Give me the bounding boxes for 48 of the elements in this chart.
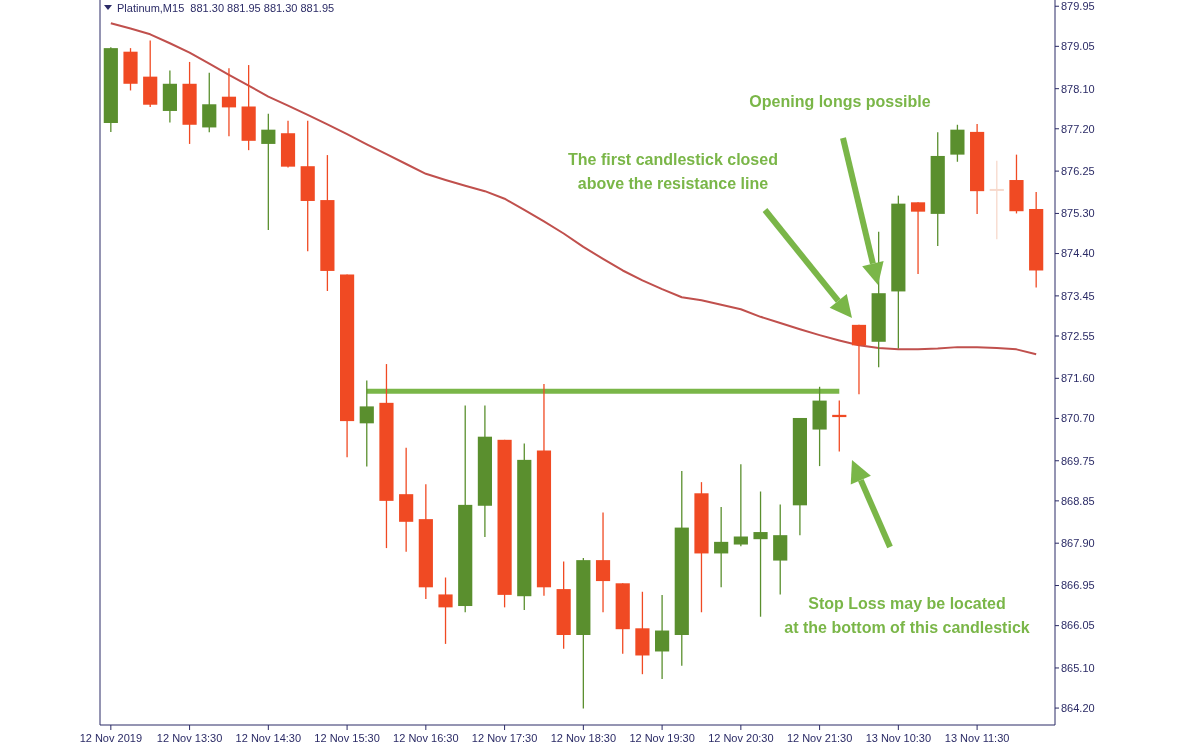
y-tick-label: 875.30 (1061, 207, 1095, 220)
candlestick (261, 112, 276, 231)
candlestick (910, 201, 926, 275)
y-tick-label: 870.70 (1061, 412, 1095, 425)
y-tick-label: 876.25 (1061, 164, 1095, 177)
line-series (109, 22, 1038, 356)
chart-title: Platinum,M15 881.30 881.95 881.30 881.95 (117, 2, 335, 14)
candlestick (714, 506, 729, 588)
candlestick (221, 67, 237, 138)
annotation: The first candlestick closed above the resistance line (568, 151, 778, 192)
y-tick-label: 866.05 (1061, 619, 1095, 632)
candlestick (359, 379, 374, 468)
y-tick-label: 865.10 (1061, 661, 1095, 674)
candlestick (733, 463, 748, 547)
annotation: Opening longs possible (749, 93, 931, 110)
y-tick-label: 878.10 (1061, 82, 1095, 95)
candlestick (753, 490, 768, 618)
x-tick-label: 12 Nov 16:30 (393, 732, 459, 744)
x-tick-label: 12 Nov 14:30 (235, 732, 302, 744)
candlestick (655, 594, 670, 680)
y-tick-label: 864.20 (1061, 701, 1095, 714)
y-tick-label: 866.95 (1061, 579, 1095, 592)
y-tick-label: 871.60 (1061, 372, 1095, 385)
x-tick-label: 12 Nov 18:30 (550, 732, 617, 744)
annotation: Stop Loss may be located at the bottom of this candlestick (784, 595, 1030, 636)
x-tick-label: 12 Nov 17:30 (471, 732, 538, 744)
x-tick-label: 12 Nov 20:30 (708, 732, 774, 744)
y-tick-label: 879.95 (1061, 0, 1095, 13)
y-tick-label: 873.45 (1061, 289, 1095, 302)
x-tick-label: 12 Nov 21:30 (786, 732, 853, 744)
y-tick-label: 877.20 (1061, 122, 1095, 135)
y-tick-label: 869.75 (1061, 454, 1095, 467)
candlestick (202, 71, 217, 133)
candlestick (438, 576, 453, 645)
y-tick-label: 879.05 (1061, 40, 1095, 53)
y-tick-label: 868.85 (1061, 494, 1095, 507)
y-tick-label: 867.90 (1061, 537, 1095, 550)
x-tick-label: 12 Nov 2019 (79, 732, 143, 744)
x-tick-label: 12 Nov 19:30 (629, 732, 695, 744)
candlestick (989, 160, 1004, 240)
x-tick-label: 12 Nov 15:30 (314, 732, 380, 744)
x-tick-label: 12 Nov 13:30 (156, 732, 223, 744)
candlestick (595, 511, 611, 613)
y-tick-label: 874.40 (1061, 247, 1095, 260)
x-tick-label: 13 Nov 11:30 (944, 732, 1010, 744)
candlestick (851, 324, 867, 396)
x-tick-label: 13 Nov 10:30 (865, 732, 932, 744)
y-tick-label: 872.55 (1061, 329, 1095, 342)
